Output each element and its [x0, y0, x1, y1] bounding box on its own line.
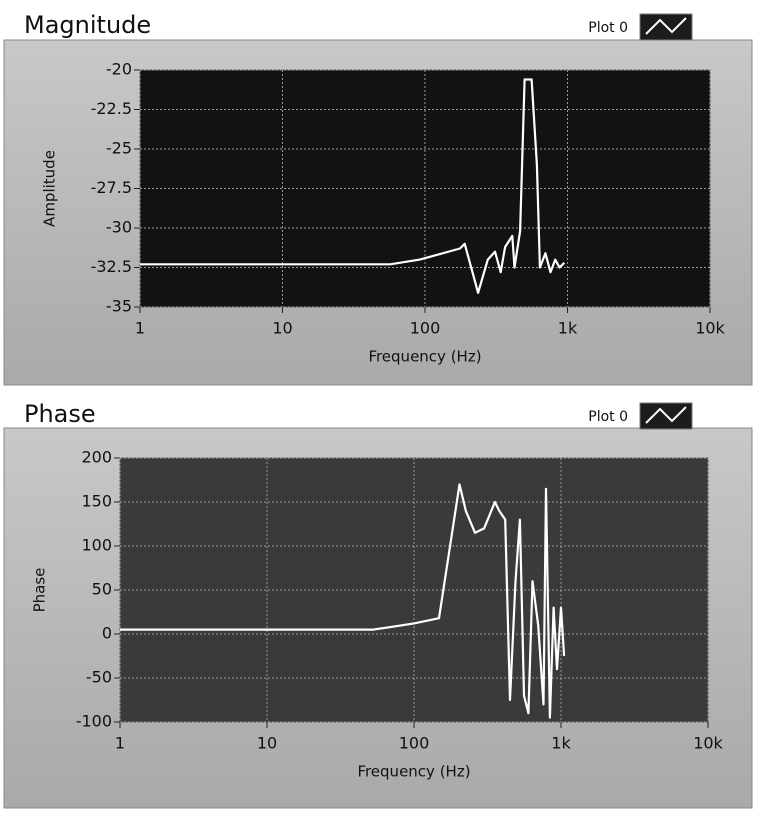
x-tick-label: 100 [410, 319, 441, 338]
x-tick-label: 10 [257, 734, 277, 753]
x-axis-label: Frequency (Hz) [368, 348, 481, 366]
x-tick-label: 1k [558, 319, 578, 338]
y-tick-label: -35 [106, 297, 132, 316]
chart-title: Magnitude [24, 11, 151, 39]
y-tick-label: 150 [81, 492, 112, 511]
chart-title: Phase [24, 400, 96, 428]
y-tick-label: 100 [81, 536, 112, 555]
y-axis-label: Phase [31, 568, 49, 613]
front-panel: Magnitude-20-22.5-25-27.5-30-32.5-351101… [0, 0, 757, 811]
y-tick-label: -32.5 [91, 257, 132, 276]
y-tick-label: -20 [106, 60, 132, 79]
x-tick-label: 1 [135, 319, 145, 338]
y-tick-label: 50 [92, 580, 112, 599]
y-tick-label: -100 [76, 712, 112, 731]
y-tick-label: -50 [86, 668, 112, 687]
x-tick-label: 10k [693, 734, 723, 753]
y-axis-label: Amplitude [41, 150, 59, 227]
y-tick-label: -25 [106, 139, 132, 158]
x-tick-label: 100 [399, 734, 430, 753]
x-tick-label: 10k [695, 319, 725, 338]
y-tick-label: 0 [102, 624, 112, 643]
y-tick-label: -22.5 [91, 99, 132, 118]
legend-label: Plot 0 [588, 409, 628, 425]
y-tick-label: -27.5 [91, 178, 132, 197]
x-tick-label: 1 [115, 734, 125, 753]
x-axis-label: Frequency (Hz) [357, 763, 470, 781]
legend-label: Plot 0 [588, 20, 628, 36]
y-tick-label: -30 [106, 218, 132, 237]
x-tick-label: 10 [272, 319, 292, 338]
x-tick-label: 1k [551, 734, 571, 753]
y-tick-label: 200 [81, 448, 112, 467]
